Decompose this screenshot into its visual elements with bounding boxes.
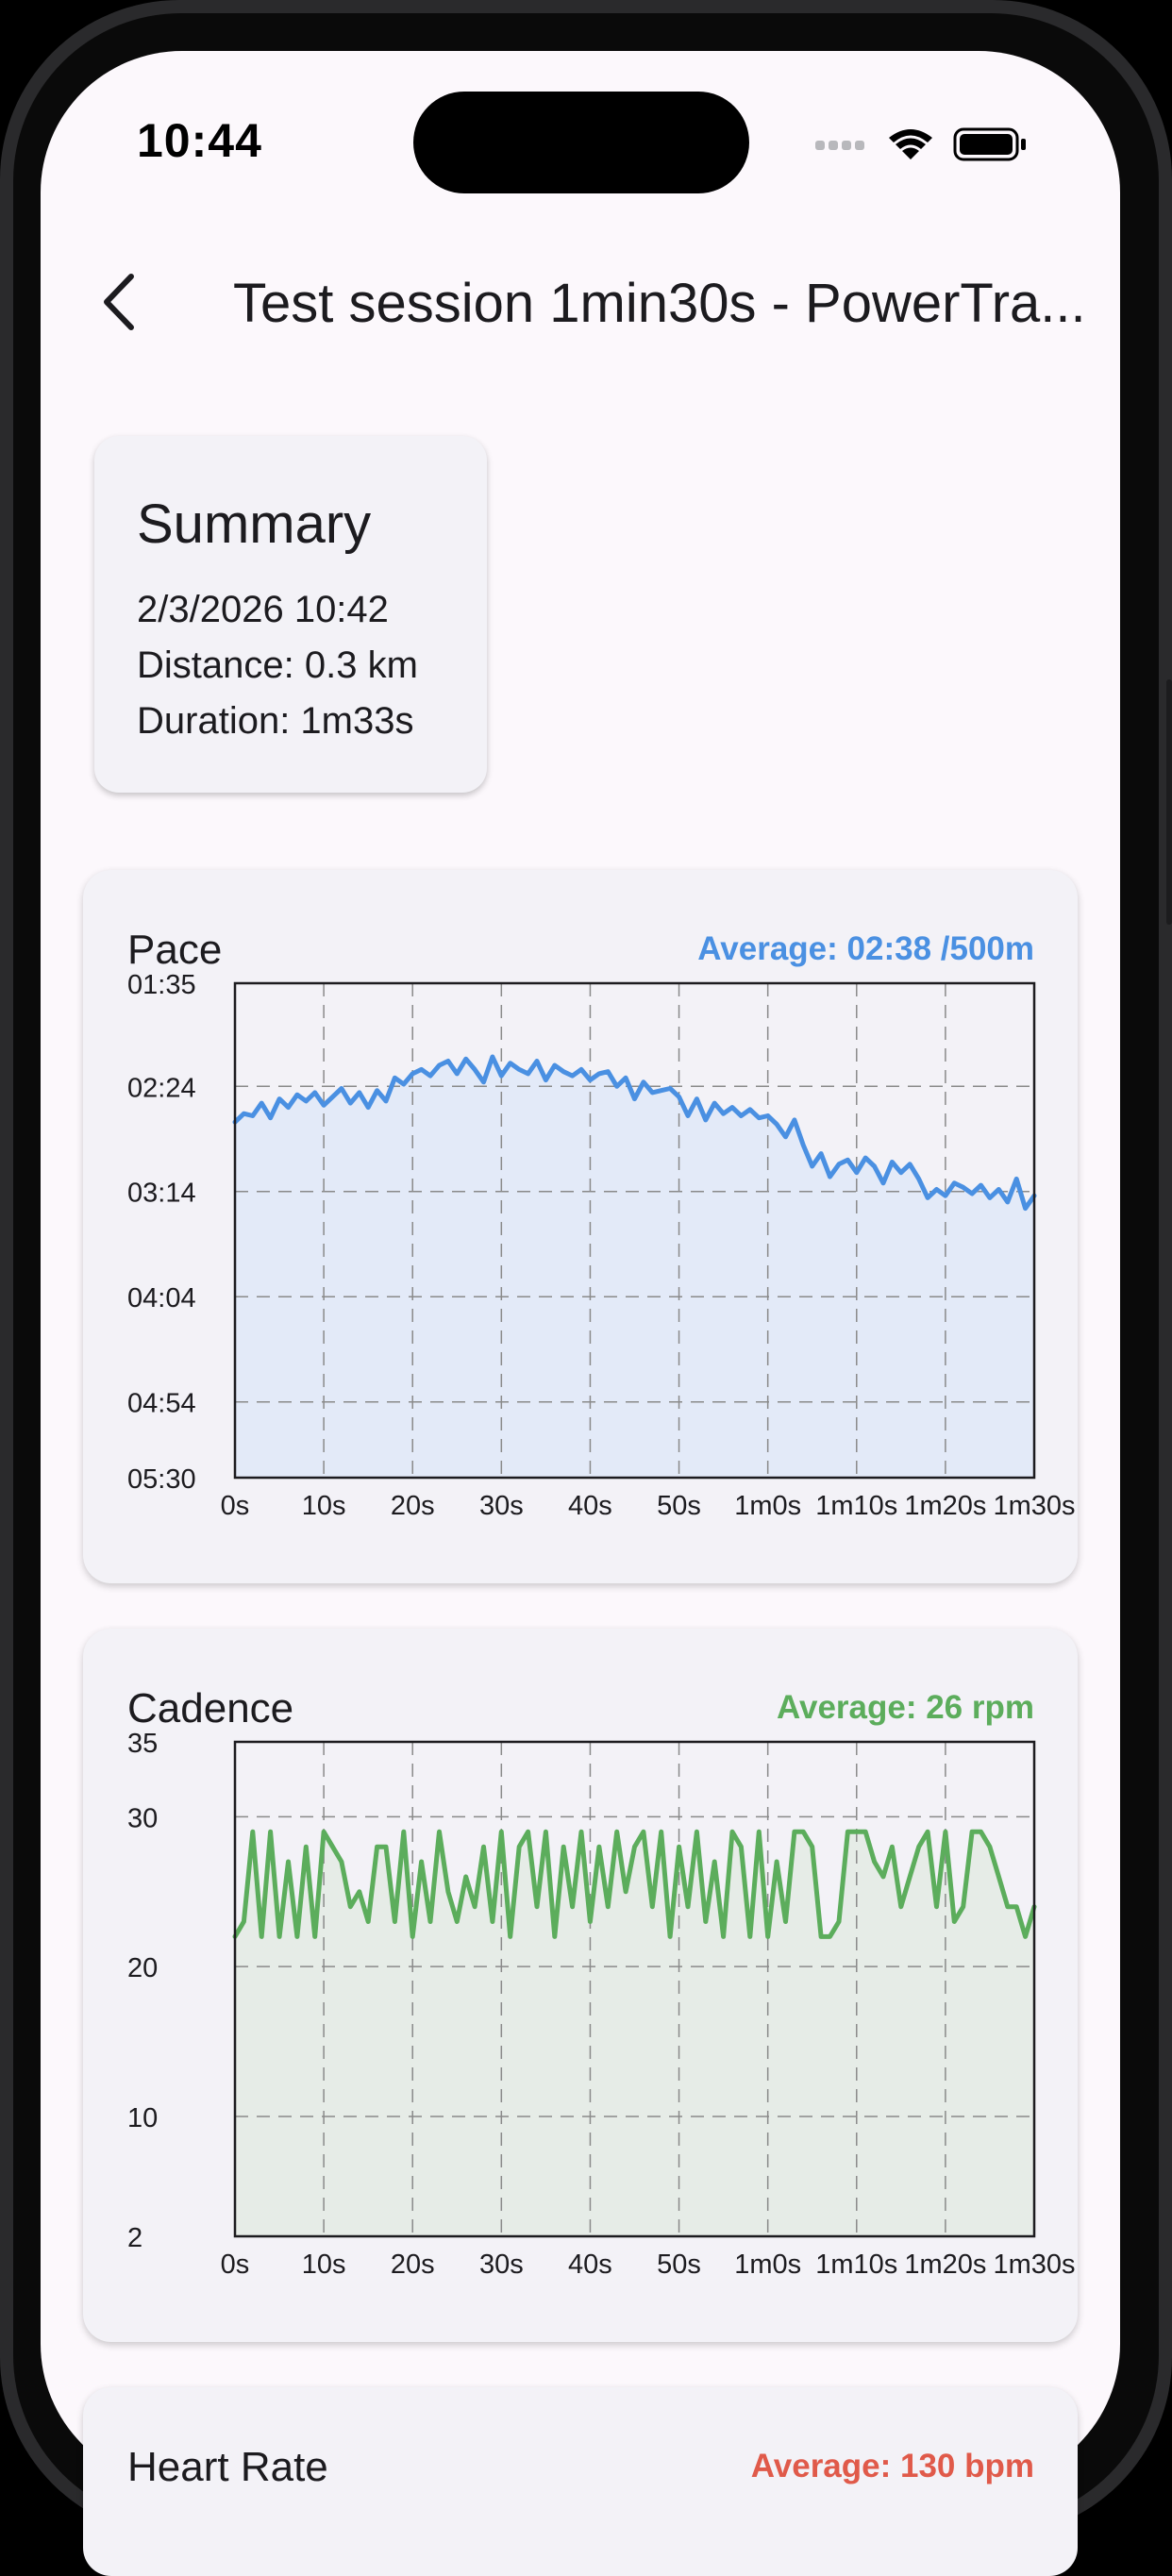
cadence-chart-card: Cadence Average: 26 rpm 2 10 20 30 35 0s 10s 20… <box>83 1629 1078 2342</box>
pace-plot-border <box>233 981 1036 1480</box>
summary-card: Summary 2/3/2026 10:42 Distance: 0.3 km … <box>94 436 487 793</box>
cadence-y-tick-label: 30 <box>127 1803 158 1833</box>
cellular-signal-icon <box>815 141 864 150</box>
status-time: 10:44 <box>137 114 262 167</box>
cadence-x-tick-label: 30s <box>479 2250 524 2280</box>
cadence-x-tick-label: 1m0s <box>734 2250 801 2280</box>
cadence-average-label: Average: 26 rpm <box>777 1689 1034 1726</box>
cadence-y-tick-label: 2 <box>127 2223 142 2253</box>
cadence-y-tick-label: 10 <box>127 2103 158 2133</box>
cadence-x-tick-label: 1m30s <box>993 2250 1075 2280</box>
pace-x-tick-label: 1m10s <box>815 1491 897 1521</box>
pace-x-tick-label: 40s <box>568 1491 612 1521</box>
summary-date: 2/3/2026 10:42 <box>137 589 389 630</box>
pace-y-tick-label: 04:04 <box>127 1283 196 1313</box>
pace-y-tick-label: 05:30 <box>127 1464 196 1495</box>
pace-average-label: Average: 02:38 /500m <box>697 930 1034 967</box>
cadence-plot-border <box>233 1740 1036 2238</box>
dynamic-island <box>413 92 749 193</box>
pace-x-tick-label: 30s <box>479 1491 524 1521</box>
summary-duration: Duration: 1m33s <box>137 700 414 742</box>
pace-series-line <box>232 1054 1037 1212</box>
cadence-x-tick-label: 10s <box>302 2250 346 2280</box>
pace-x-tick-label: 10s <box>302 1491 346 1521</box>
cadence-x-tick-label: 20s <box>391 2250 435 2280</box>
cadence-x-tick-label: 0s <box>221 2250 250 2280</box>
cadence-x-tick-label: 1m20s <box>904 2250 986 2280</box>
heart-rate-average-label: Average: 130 bpm <box>750 2448 1034 2484</box>
pace-x-tick-label: 50s <box>657 1491 701 1521</box>
cadence-chart-title: Cadence <box>127 1685 294 1731</box>
pace-x-tick-label: 1m30s <box>993 1491 1075 1521</box>
pace-y-tick-label: 01:35 <box>127 970 196 1000</box>
pace-y-tick-label: 04:54 <box>127 1389 196 1419</box>
pace-x-tick-label: 20s <box>391 1491 435 1521</box>
cadence-x-tick-label: 1m10s <box>815 2250 897 2280</box>
pace-y-tick-label: 03:14 <box>127 1179 196 1209</box>
pace-x-tick-label: 1m20s <box>904 1491 986 1521</box>
cadence-x-tick-label: 40s <box>568 2250 612 2280</box>
pace-x-tick-label: 1m0s <box>734 1491 801 1521</box>
pace-y-tick-label: 02:24 <box>127 1073 196 1103</box>
wifi-icon <box>889 129 932 159</box>
heart-rate-chart-card: Heart Rate Average: 130 bpm <box>83 2387 1078 2576</box>
cadence-series-line <box>232 1829 1037 1939</box>
page-title: Test session 1min30s - PowerTra... <box>233 273 1086 334</box>
pace-x-tick-label: 0s <box>221 1491 250 1521</box>
pace-chart-title: Pace <box>127 927 223 973</box>
cadence-y-tick-label: 20 <box>127 1953 158 1983</box>
pace-chart: 01:35 02:24 03:14 04:04 04:54 05:30 0s 10s 20s 30… <box>127 970 1076 1521</box>
cadence-chart: 2 10 20 30 35 0s 10s 20s 30s 40s 50s 1m0s 1m10s 1m20s… <box>127 1729 1076 2280</box>
status-icons <box>815 127 1026 161</box>
battery-icon <box>953 127 1026 161</box>
summary-title: Summary <box>137 493 372 555</box>
cadence-y-tick-label: 35 <box>127 1729 158 1759</box>
pace-chart-card: Pace Average: 02:38 /500m 01:35 02:24 03:1… <box>83 870 1078 1583</box>
pace-area-fill <box>235 1057 1034 1478</box>
heart-rate-chart-title: Heart Rate <box>127 2444 328 2490</box>
back-button[interactable] <box>85 264 151 340</box>
summary-distance: Distance: 0.3 km <box>137 644 418 686</box>
side-button <box>1166 679 1172 925</box>
cadence-area-fill <box>235 1832 1034 2236</box>
chevron-left-icon <box>104 274 134 330</box>
cadence-x-tick-label: 50s <box>657 2250 701 2280</box>
